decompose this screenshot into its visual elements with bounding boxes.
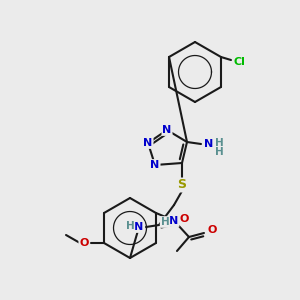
Text: N: N xyxy=(134,222,144,232)
Text: O: O xyxy=(179,214,189,224)
Text: H: H xyxy=(214,147,224,157)
Text: O: O xyxy=(79,238,89,248)
Text: Cl: Cl xyxy=(233,57,245,67)
Text: N: N xyxy=(169,216,178,226)
Text: O: O xyxy=(207,225,217,235)
Text: N: N xyxy=(162,125,172,135)
Text: N: N xyxy=(143,138,153,148)
Text: S: S xyxy=(178,178,187,191)
Text: H: H xyxy=(160,217,169,227)
Text: N: N xyxy=(204,139,214,149)
Text: H: H xyxy=(126,221,134,231)
Text: H: H xyxy=(214,138,224,148)
Text: N: N xyxy=(150,160,160,170)
